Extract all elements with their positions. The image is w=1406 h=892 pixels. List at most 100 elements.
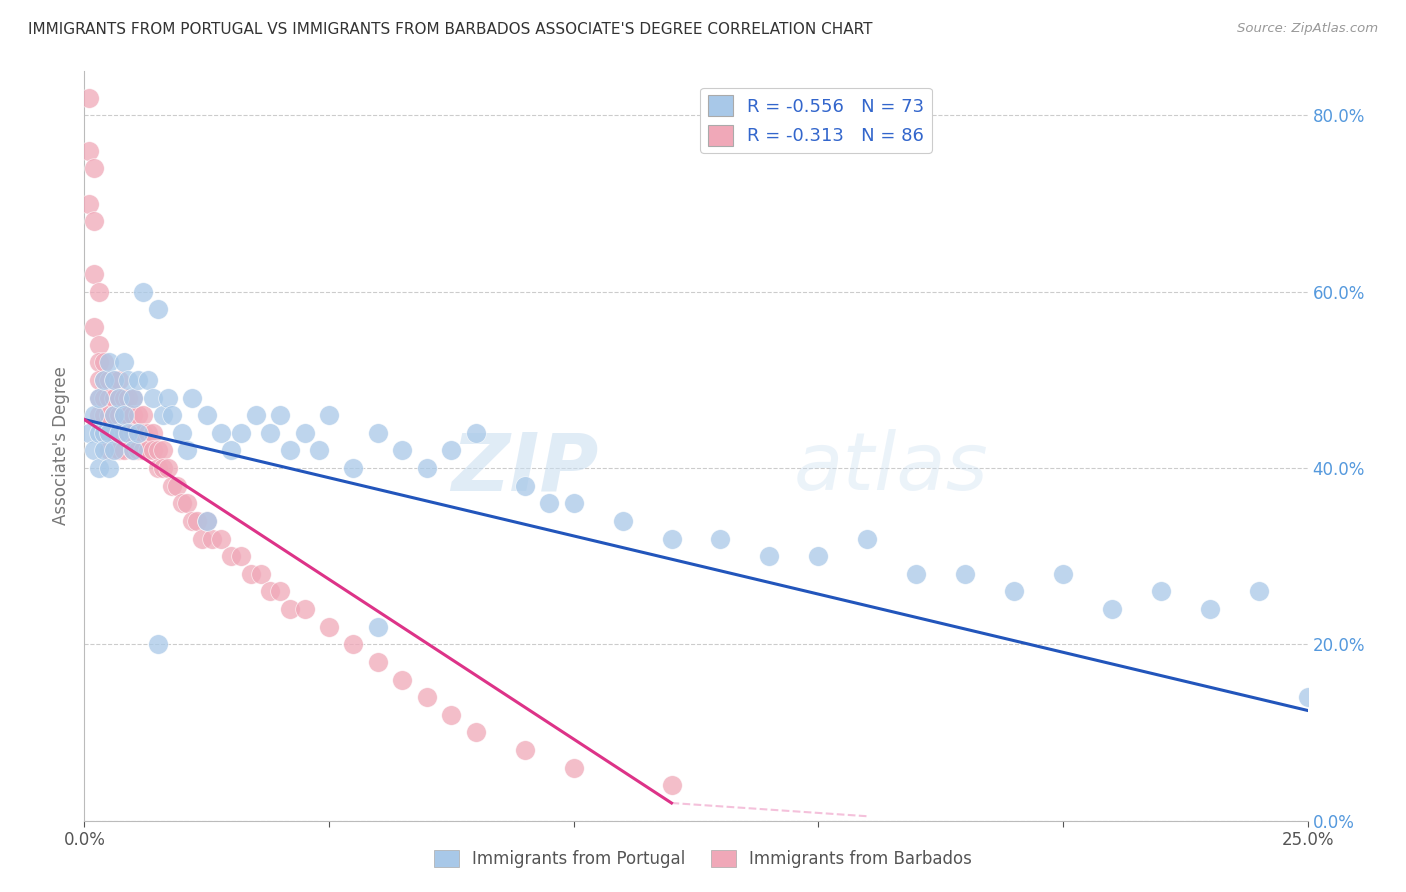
Point: [142, 443, 165, 458]
Point: [107, 391, 129, 405]
Point: [294, 602, 316, 616]
Point: [122, 391, 145, 405]
Point: [83, 161, 105, 176]
Point: [166, 478, 188, 492]
Point: [513, 478, 536, 492]
Point: [1101, 602, 1123, 616]
Point: [1150, 584, 1173, 599]
Point: [97, 425, 120, 440]
Point: [77, 196, 100, 211]
Point: [103, 408, 125, 422]
Point: [953, 566, 976, 581]
Point: [103, 373, 125, 387]
Point: [709, 532, 731, 546]
Point: [83, 443, 105, 458]
Point: [195, 514, 218, 528]
Point: [152, 443, 174, 458]
Point: [1247, 584, 1270, 599]
Point: [191, 532, 214, 546]
Point: [127, 443, 149, 458]
Point: [97, 443, 120, 458]
Point: [661, 532, 683, 546]
Point: [440, 707, 463, 722]
Point: [156, 391, 179, 405]
Point: [758, 549, 780, 564]
Point: [122, 425, 145, 440]
Text: atlas: atlas: [794, 429, 988, 508]
Point: [176, 496, 198, 510]
Point: [1296, 690, 1319, 705]
Point: [93, 425, 115, 440]
Point: [97, 425, 120, 440]
Point: [117, 391, 139, 405]
Point: [107, 425, 129, 440]
Point: [103, 391, 125, 405]
Point: [209, 532, 232, 546]
Point: [93, 425, 115, 440]
Text: IMMIGRANTS FROM PORTUGAL VS IMMIGRANTS FROM BARBADOS ASSOCIATE'S DEGREE CORRELAT: IMMIGRANTS FROM PORTUGAL VS IMMIGRANTS F…: [28, 22, 873, 37]
Point: [562, 496, 585, 510]
Point: [464, 725, 486, 739]
Point: [416, 690, 439, 705]
Point: [127, 408, 149, 422]
Point: [107, 373, 129, 387]
Point: [77, 425, 100, 440]
Point: [156, 461, 179, 475]
Point: [103, 408, 125, 422]
Point: [318, 620, 340, 634]
Point: [162, 478, 184, 492]
Point: [176, 443, 198, 458]
Text: ZIP: ZIP: [451, 429, 598, 508]
Point: [103, 373, 125, 387]
Point: [259, 584, 281, 599]
Point: [132, 425, 155, 440]
Point: [136, 373, 159, 387]
Point: [83, 267, 105, 281]
Point: [93, 443, 115, 458]
Point: [93, 391, 115, 405]
Point: [142, 391, 165, 405]
Point: [93, 373, 115, 387]
Point: [278, 602, 301, 616]
Point: [856, 532, 879, 546]
Point: [93, 408, 115, 422]
Point: [209, 425, 232, 440]
Point: [87, 285, 110, 299]
Point: [229, 425, 252, 440]
Point: [181, 391, 204, 405]
Point: [132, 443, 155, 458]
Point: [97, 461, 120, 475]
Point: [112, 443, 135, 458]
Point: [107, 443, 129, 458]
Point: [249, 566, 271, 581]
Point: [308, 443, 330, 458]
Point: [122, 391, 145, 405]
Point: [87, 408, 110, 422]
Point: [342, 461, 364, 475]
Point: [117, 425, 139, 440]
Point: [181, 514, 204, 528]
Point: [391, 673, 413, 687]
Point: [200, 532, 222, 546]
Point: [152, 408, 174, 422]
Point: [83, 320, 105, 334]
Point: [367, 620, 389, 634]
Point: [142, 425, 165, 440]
Point: [259, 425, 281, 440]
Point: [127, 425, 149, 440]
Point: [103, 443, 125, 458]
Point: [172, 425, 194, 440]
Point: [146, 302, 169, 317]
Point: [127, 425, 149, 440]
Point: [612, 514, 634, 528]
Point: [513, 743, 536, 757]
Point: [464, 425, 486, 440]
Point: [342, 637, 364, 651]
Point: [132, 408, 155, 422]
Point: [146, 461, 169, 475]
Point: [391, 443, 413, 458]
Point: [112, 391, 135, 405]
Point: [239, 566, 262, 581]
Point: [112, 408, 135, 422]
Point: [172, 496, 194, 510]
